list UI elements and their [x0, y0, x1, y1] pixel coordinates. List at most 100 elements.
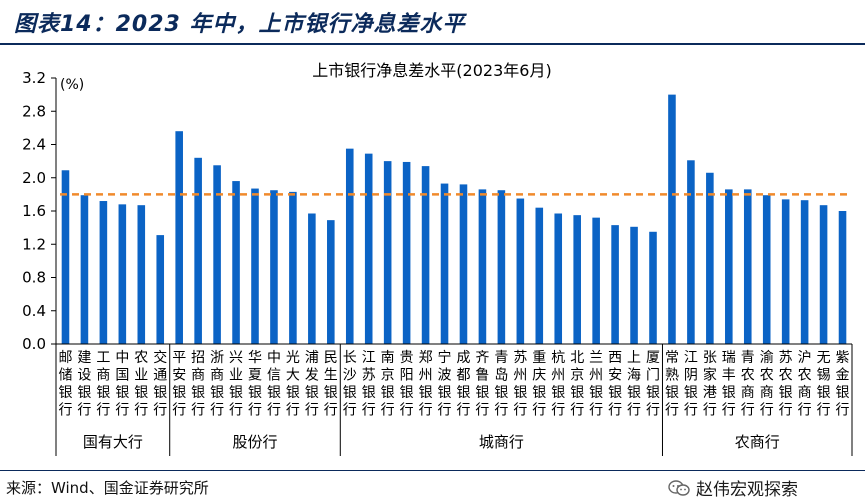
- category-label: 杭州银行: [551, 350, 565, 419]
- category-label: 邮储银行: [58, 350, 72, 419]
- title-rule: [0, 43, 865, 45]
- bar: [687, 160, 695, 344]
- bar: [762, 195, 771, 344]
- bar: [819, 205, 828, 344]
- category-label: 农业银行: [134, 350, 148, 419]
- category-label: 张家港行: [703, 350, 717, 419]
- category-label: 齐鲁银行: [475, 350, 489, 419]
- bar: [592, 217, 600, 344]
- category-label: 江苏银行: [362, 350, 376, 419]
- category-label: 兰州银行: [589, 350, 603, 419]
- category-label: 光大银行: [286, 350, 300, 419]
- category-label: 沪农商行: [798, 350, 812, 419]
- category-label: 长沙银行: [343, 350, 357, 419]
- bar: [118, 204, 127, 344]
- category-label: 苏农银行: [779, 350, 793, 419]
- figure-title: 图表14：2023 年中，上市银行净息差水平: [14, 12, 466, 37]
- y-axis-unit: (%): [60, 77, 84, 93]
- bar: [99, 201, 108, 344]
- bar: [308, 213, 316, 344]
- bar: [421, 166, 430, 344]
- category-label: 北京银行: [570, 350, 584, 419]
- chart-title: 上市银行净息差水平(2023年6月): [312, 61, 551, 80]
- bar: [213, 165, 221, 344]
- bottom-rule: [0, 470, 865, 471]
- bar: [573, 215, 581, 344]
- bar: [497, 190, 506, 344]
- category-label: 交通银行: [153, 349, 167, 419]
- y-tick-label: 2.8: [22, 102, 46, 120]
- category-label: 江阴银行: [684, 350, 698, 419]
- category-label: 青农商行: [741, 350, 755, 419]
- category-label: 工商银行: [96, 350, 110, 419]
- bar: [270, 190, 278, 344]
- category-label: 浙商银行: [210, 350, 224, 419]
- category-label: 中国银行: [115, 350, 129, 419]
- category-label: 渝农商行: [760, 350, 774, 419]
- bar: [383, 161, 392, 344]
- group-label: 国有大行: [83, 433, 143, 451]
- category-label: 平安银行: [172, 350, 186, 419]
- category-label: 郑州银行: [419, 350, 433, 419]
- group-labels: 国有大行 股份行 城商行 农商行: [55, 344, 853, 456]
- category-label: 华夏银行: [248, 350, 262, 419]
- y-tick-label: 2.4: [22, 136, 46, 154]
- category-label: 建设银行: [77, 350, 91, 419]
- category-label: 西安银行: [608, 350, 622, 419]
- bar: [611, 225, 619, 344]
- bar: [725, 189, 733, 344]
- y-tick-label: 3.2: [22, 69, 46, 87]
- bar: [402, 161, 411, 344]
- category-label: 贵阳银行: [400, 350, 414, 419]
- bar: [194, 157, 202, 344]
- bar: [554, 213, 563, 344]
- category-label: 民生银行: [324, 350, 338, 419]
- bar: [668, 94, 676, 344]
- bar: [781, 199, 790, 344]
- bar: [706, 172, 714, 344]
- y-tick-label: 0.0: [22, 335, 46, 353]
- group-label: 股份行: [232, 433, 277, 451]
- category-label: 苏州银行: [513, 350, 527, 419]
- axes: [55, 78, 852, 345]
- category-label: 青岛银行: [494, 350, 508, 419]
- wechat-icon: [668, 479, 690, 496]
- y-tick-label: 1.6: [22, 202, 46, 220]
- bar: [478, 189, 487, 344]
- category-label: 厦门银行: [646, 350, 660, 419]
- y-axis-ticks: 0.0 0.4 0.8 1.2 1.6 2.0 2.4 2.8 3.2: [22, 69, 56, 353]
- category-label: 成都银行: [456, 350, 470, 419]
- bar: [175, 131, 183, 344]
- bar: [61, 170, 70, 344]
- category-label: 招商银行: [191, 350, 205, 419]
- category-label: 重庆银行: [532, 350, 546, 419]
- bar: [137, 205, 146, 344]
- bar: [535, 207, 544, 344]
- bar: [364, 153, 373, 344]
- watermark: 赵伟宏观探索: [668, 475, 798, 500]
- category-label: 中信银行: [267, 350, 281, 419]
- group-label: 城商行: [479, 433, 524, 451]
- category-label: 常熟银行: [665, 350, 679, 419]
- source-note: 来源：Wind、国金证券研究所: [6, 479, 209, 497]
- bar: [345, 148, 354, 344]
- bar: [440, 183, 449, 344]
- category-label: 无锡银行: [817, 350, 831, 419]
- net-interest-margin-chart: 上市银行净息差水平(2023年6月) (%) 0.0 0.4 0.8 1.2 1.6 2.…: [22, 61, 853, 456]
- bar: [80, 195, 89, 344]
- y-tick-label: 1.2: [22, 235, 46, 253]
- bar: [156, 235, 165, 344]
- bar: [649, 231, 657, 344]
- bar: [743, 189, 752, 344]
- bar: [800, 200, 809, 344]
- category-label: 上海银行: [627, 350, 641, 419]
- bar: [838, 211, 847, 344]
- watermark-text: 赵伟宏观探索: [696, 480, 798, 500]
- bar: [516, 198, 525, 344]
- y-tick-label: 0.8: [22, 269, 46, 287]
- bar: [459, 184, 468, 344]
- category-label: 南京银行: [381, 350, 395, 419]
- category-label: 瑞丰银行: [722, 350, 736, 419]
- bar: [232, 181, 240, 344]
- y-tick-label: 0.4: [22, 302, 46, 320]
